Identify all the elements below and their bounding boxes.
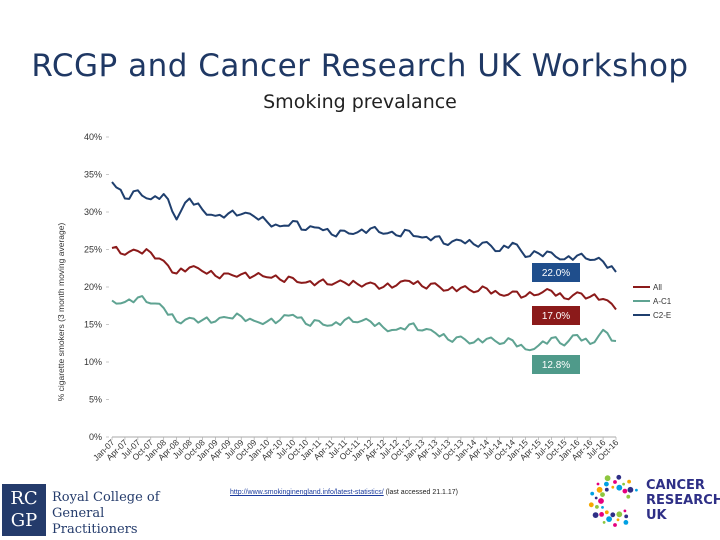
chart-grid bbox=[106, 136, 617, 440]
cruk-dot bbox=[592, 512, 599, 518]
y-axis-ticks: 0% 5% 10% 15% 20% 25% 30% 35% 40% bbox=[84, 132, 102, 442]
rcgp-letters-bottom: GP bbox=[10, 510, 38, 531]
cruk-dot bbox=[623, 520, 629, 525]
slide-title: RCGP and Cancer Research UK Workshop bbox=[31, 48, 689, 84]
cruk-dot bbox=[635, 488, 638, 492]
cruk-dot bbox=[600, 492, 605, 497]
cruk-wordmark: CANCER RESEARCH UK bbox=[646, 478, 720, 523]
cruk-dot bbox=[596, 486, 603, 493]
y-tick-label: 0% bbox=[89, 432, 102, 442]
rcgp-name-line-2: General Practitioners bbox=[52, 506, 138, 537]
cruk-dots-icon bbox=[588, 474, 638, 527]
annotation-label: 22.0% bbox=[542, 268, 570, 279]
annotation-label: 17.0% bbox=[542, 311, 570, 322]
cruk-dot bbox=[626, 494, 631, 499]
source-note: (last accessed 21.1.17) bbox=[385, 489, 459, 496]
cruk-line-2: RESEARCH bbox=[646, 493, 720, 508]
cruk-dot bbox=[624, 514, 629, 519]
chart-annotations: 22.0% 17.0% 12.8% bbox=[532, 263, 580, 374]
slide-subtitle: Smoking prevalance bbox=[263, 91, 457, 113]
x-axis-ticks: Jan-07Apr-07Jul-07Oct-07Jan-08Apr-08Jul-… bbox=[91, 437, 621, 463]
y-tick-label: 5% bbox=[89, 395, 102, 405]
cruk-dot bbox=[601, 506, 604, 509]
cruk-dot bbox=[606, 516, 612, 522]
cruk-dot bbox=[622, 488, 628, 494]
y-tick-label: 35% bbox=[84, 170, 102, 180]
cruk-dot bbox=[613, 523, 617, 527]
cruk-dot bbox=[595, 505, 599, 509]
series-line-c2-e bbox=[111, 181, 617, 273]
y-tick-label: 25% bbox=[84, 245, 102, 255]
cruk-line-3: UK bbox=[646, 508, 667, 523]
cruk-dot bbox=[602, 521, 606, 524]
rcgp-logo-mark: RC GP bbox=[2, 484, 46, 536]
source-link[interactable]: http://www.smokinginengland.info/latest-… bbox=[230, 489, 384, 496]
rcgp-name-line-1: Royal College of bbox=[52, 490, 160, 505]
y-axis-label: % cigarette smokers (3 month moving aver… bbox=[56, 223, 66, 402]
legend-label: A-C1 bbox=[653, 297, 672, 306]
cruk-dot bbox=[604, 481, 609, 487]
y-tick-label: 30% bbox=[84, 207, 102, 217]
y-tick-label: 40% bbox=[84, 132, 102, 142]
cruk-dot bbox=[611, 485, 615, 489]
chart-legend: All A-C1 C2-E bbox=[633, 283, 672, 320]
cruk-dot bbox=[594, 496, 598, 500]
legend-label: All bbox=[653, 283, 662, 292]
series-line-a-c1 bbox=[111, 295, 617, 352]
cruk-dot bbox=[616, 518, 620, 522]
cruk-dot bbox=[588, 502, 594, 508]
chart-series-lines bbox=[111, 181, 617, 352]
annotation-box bbox=[532, 355, 580, 374]
annotation-label: 12.8% bbox=[542, 360, 570, 371]
cruk-dot bbox=[623, 509, 627, 513]
cruk-dot bbox=[622, 482, 625, 486]
cruk-dot bbox=[604, 475, 611, 482]
source-citation: http://www.smokinginengland.info/latest-… bbox=[230, 489, 458, 496]
y-tick-label: 20% bbox=[84, 282, 102, 292]
cruk-dot bbox=[599, 512, 604, 517]
cruk-dot bbox=[616, 484, 623, 491]
cruk-dot bbox=[604, 510, 609, 515]
annotation-box bbox=[532, 306, 580, 325]
y-tick-label: 15% bbox=[84, 320, 102, 330]
cruk-dot bbox=[604, 487, 609, 492]
annotation-box bbox=[532, 263, 580, 282]
cruk-dot bbox=[596, 482, 600, 486]
cancer-research-uk-logo: CANCER RESEARCH UK bbox=[584, 470, 720, 532]
legend-label: C2-E bbox=[653, 311, 671, 320]
cruk-dot bbox=[598, 498, 604, 504]
cruk-dot bbox=[627, 479, 631, 484]
cruk-dot bbox=[616, 474, 622, 480]
cruk-dot bbox=[627, 486, 634, 493]
cruk-dot bbox=[613, 480, 617, 484]
rcgp-letters-top: RC bbox=[10, 488, 38, 509]
rcgp-name: Royal College of General Practitioners bbox=[52, 490, 182, 538]
rcgp-logo: RC GP Royal College of General Practitio… bbox=[2, 484, 182, 538]
cruk-dot bbox=[590, 491, 595, 496]
cruk-line-1: CANCER bbox=[646, 478, 705, 493]
cruk-dot bbox=[616, 511, 623, 518]
series-line-all bbox=[111, 245, 617, 311]
cruk-dot bbox=[610, 512, 616, 518]
y-tick-label: 10% bbox=[84, 357, 102, 367]
